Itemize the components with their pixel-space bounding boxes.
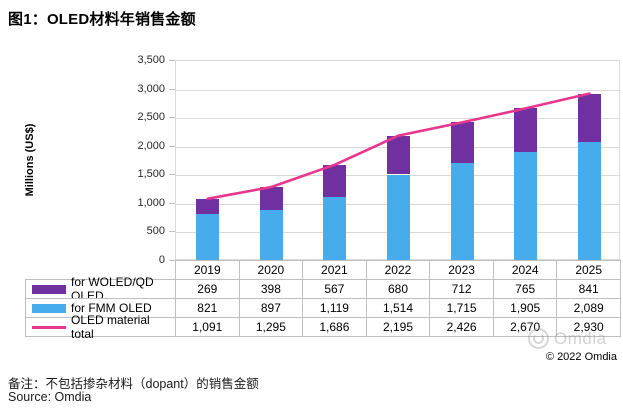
- legend-bar-swatch: [32, 303, 66, 313]
- table-year-header: 2023: [429, 260, 494, 280]
- table-year-header: 2021: [302, 260, 367, 280]
- y-tick-label: 3,000: [137, 82, 165, 95]
- table-value-cell: 1,091: [175, 317, 240, 337]
- bar-woled-qd-oled: [387, 135, 410, 175]
- copyright-text: © 2022 Omdia: [545, 351, 617, 363]
- table-value-cell: 2,089: [556, 298, 621, 318]
- table-year-header: 2024: [492, 260, 558, 280]
- y-tick-label: 2,000: [137, 139, 165, 152]
- y-axis-label: Millions (US$): [24, 123, 36, 197]
- table-value-cell: 821: [175, 298, 240, 318]
- bar-fmm-oled: [323, 197, 347, 261]
- gridline: [176, 118, 619, 120]
- table-value-cell: 2,930: [556, 317, 621, 337]
- y-tick-label: 2,500: [137, 111, 165, 124]
- table-value-cell: 1,686: [302, 317, 367, 337]
- table-value-cell: 680: [365, 279, 431, 299]
- y-tick-mark: [169, 202, 175, 204]
- bar-woled-qd-oled: [514, 108, 538, 153]
- bar-fmm-oled: [259, 209, 283, 261]
- y-tick-mark: [169, 231, 175, 233]
- table-year-header: 2019: [175, 260, 240, 280]
- bar-fmm-oled: [514, 152, 538, 261]
- table-value-cell: 841: [556, 279, 621, 299]
- legend-line-swatch: [32, 325, 66, 329]
- y-tick-label: 1,500: [137, 168, 165, 181]
- source-text: Source: Omdia: [8, 390, 92, 404]
- table-value-cell: 2,670: [492, 317, 558, 337]
- table-value-cell: 1,514: [365, 298, 431, 318]
- total-line-series: [206, 92, 591, 200]
- bar-fmm-oled: [196, 214, 220, 261]
- table-value-cell: 897: [238, 298, 304, 318]
- table-value-cell: 567: [302, 279, 367, 299]
- chart-plot-area: [175, 60, 620, 261]
- bar-fmm-oled: [387, 174, 410, 261]
- y-tick-label: 1,000: [137, 196, 165, 209]
- bar-woled-qd-oled: [577, 93, 601, 142]
- bar-fmm-oled: [577, 141, 601, 261]
- table-value-cell: 2,426: [429, 317, 494, 337]
- bar-woled-qd-oled: [323, 164, 347, 198]
- y-tick-mark: [169, 174, 175, 176]
- table-value-cell: 398: [238, 279, 304, 299]
- table-value-cell: 712: [429, 279, 494, 299]
- bar-woled-qd-oled: [196, 198, 220, 215]
- bar-woled-qd-oled: [259, 187, 283, 210]
- table-value-cell: 765: [492, 279, 558, 299]
- table-year-header: 2020: [238, 260, 304, 280]
- table-year-header: 2022: [365, 260, 431, 280]
- y-tick-label: 500: [146, 225, 165, 238]
- y-tick-mark: [169, 145, 175, 147]
- table-value-cell: 1,295: [238, 317, 304, 337]
- legend-bar-swatch: [32, 284, 66, 294]
- y-tick-label: 0: [158, 254, 165, 266]
- table-value-cell: 2,195: [365, 317, 431, 337]
- gridline: [176, 89, 619, 91]
- table-value-cell: 1,119: [302, 298, 367, 318]
- y-tick-label: 3,500: [137, 54, 165, 66]
- y-tick-mark: [169, 117, 175, 119]
- footnote-text: 备注：不包括掺杂材料（dopant）的销售金额: [8, 377, 259, 391]
- y-tick-mark: [169, 60, 175, 61]
- table-legend-cell: for WOLED/QD OLED: [25, 275, 176, 303]
- bar-fmm-oled: [450, 163, 474, 261]
- table-legend-cell: OLED material total: [25, 313, 176, 341]
- table-value-cell: 1,905: [492, 298, 558, 318]
- table-value-cell: 269: [175, 279, 240, 299]
- legend-label: for FMM OLED: [71, 301, 152, 315]
- bar-woled-qd-oled: [450, 122, 474, 163]
- table-value-cell: 1,715: [429, 298, 494, 318]
- table-year-header: 2025: [556, 260, 621, 280]
- y-tick-mark: [169, 88, 175, 90]
- y-tick-mark: [169, 260, 175, 261]
- legend-label: OLED material total: [71, 313, 150, 341]
- figure-title: 图1：OLED材料年销售金额: [8, 11, 196, 28]
